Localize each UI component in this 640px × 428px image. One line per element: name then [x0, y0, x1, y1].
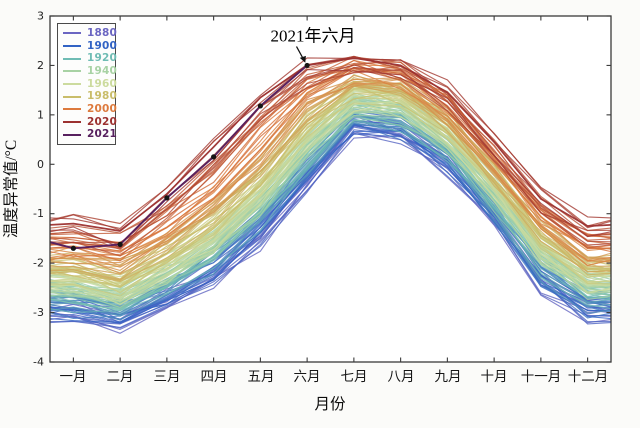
legend-label: 2020 — [87, 115, 118, 128]
legend-item: 2000 — [63, 104, 117, 115]
year-line — [50, 101, 611, 301]
year-line — [50, 134, 611, 330]
legend-line-swatch — [63, 32, 81, 35]
data-point-2021 — [117, 241, 123, 247]
legend-item: 2021 — [63, 129, 117, 140]
year-lines-band — [50, 55, 611, 334]
x-tick-label: 一月 — [60, 369, 87, 384]
legend-item: 1900 — [63, 41, 117, 52]
axis-ticks — [50, 15, 611, 363]
legend-item: 1880 — [63, 28, 117, 39]
y-tick-label: 1 — [37, 108, 44, 121]
plot-border — [49, 15, 612, 363]
y-tick-label: 2 — [37, 59, 44, 72]
year-line — [50, 57, 611, 229]
x-tick-label: 十一月 — [521, 369, 562, 384]
annotation-text: 2021年六月 — [271, 27, 356, 46]
legend-line-swatch — [63, 120, 81, 123]
x-axis-label: 月份 — [314, 395, 346, 413]
legend-line-swatch — [63, 108, 81, 111]
line-2021 — [50, 62, 310, 251]
year-line — [50, 89, 611, 288]
year-line — [50, 59, 611, 253]
legend-item: 2020 — [63, 117, 117, 128]
year-line — [50, 85, 611, 283]
year-line — [50, 101, 611, 306]
x-tick-label: 九月 — [435, 369, 462, 384]
x-tick-label: 三月 — [154, 369, 181, 384]
year-line — [50, 119, 611, 314]
legend-line-swatch — [63, 57, 81, 60]
year-line — [50, 83, 611, 268]
data-point-2021 — [70, 245, 76, 251]
data-point-2021 — [257, 103, 263, 109]
year-line — [50, 129, 611, 329]
x-tick-label: 八月 — [388, 369, 415, 384]
y-axis-label: 温度异常值/°C — [2, 140, 20, 238]
year-line — [50, 123, 611, 319]
legend-line-swatch — [63, 82, 81, 85]
year-line — [50, 57, 611, 232]
y-tick-label: 0 — [37, 158, 44, 171]
y-tick-label: -3 — [33, 306, 44, 319]
year-line — [50, 84, 611, 289]
legend-label: 1980 — [87, 90, 118, 103]
y-tick-label: -2 — [33, 257, 44, 270]
x-tick-label: 十月 — [481, 369, 508, 384]
legend-label: 2000 — [87, 103, 118, 116]
data-point-2021 — [164, 195, 170, 201]
year-line — [50, 118, 611, 317]
legend: 1880 1900 1920 1940 1960 1980 2000 2020 … — [57, 23, 117, 145]
x-tick-label: 二月 — [107, 369, 134, 384]
x-tick-label: 四月 — [201, 369, 228, 384]
legend-item: 1920 — [63, 53, 117, 64]
year-line — [50, 69, 611, 249]
x-tick-label: 六月 — [294, 369, 321, 384]
legend-line-swatch — [63, 95, 81, 98]
legend-item: 1980 — [63, 91, 117, 102]
year-line — [50, 131, 611, 334]
legend-line-swatch — [63, 133, 81, 136]
year-line — [50, 102, 611, 297]
legend-label: 1920 — [87, 52, 118, 65]
year-line — [50, 94, 611, 298]
x-tick-label: 七月 — [341, 369, 368, 384]
annotation-arrow — [295, 46, 306, 63]
legend-label: 2021 — [87, 128, 118, 141]
y-tick-label: 3 — [37, 10, 44, 23]
data-point-2021 — [211, 154, 217, 160]
data-point-2021 — [304, 62, 310, 69]
legend-label: 1880 — [87, 27, 118, 40]
year-line — [50, 97, 611, 294]
legend-line-swatch — [63, 70, 81, 73]
legend-item: 1940 — [63, 66, 117, 77]
y-tick-label: -1 — [33, 207, 44, 220]
legend-line-swatch — [63, 44, 81, 47]
y-tick-label: -4 — [33, 356, 44, 369]
legend-label: 1960 — [87, 77, 118, 90]
legend-label: 1940 — [87, 65, 118, 78]
legend-label: 1900 — [87, 39, 118, 52]
x-tick-label: 十二月 — [568, 369, 609, 384]
x-tick-label: 五月 — [248, 369, 275, 384]
legend-item: 1960 — [63, 79, 117, 90]
